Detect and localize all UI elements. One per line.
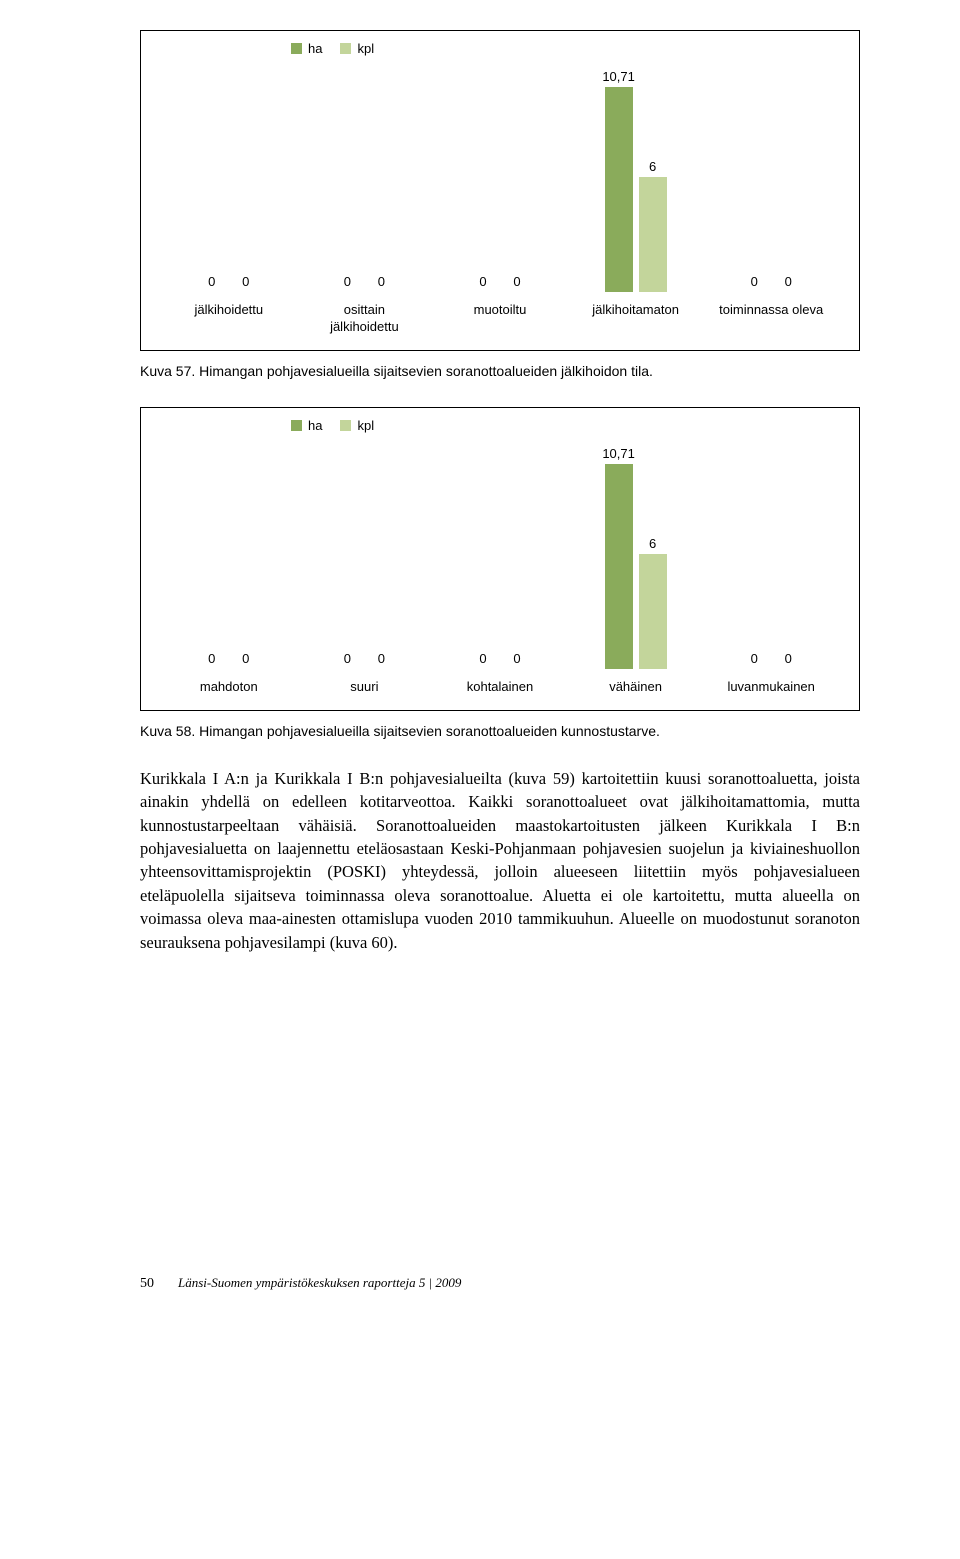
chart-2-bar-ha-value: 0 — [208, 651, 215, 666]
chart-2-plot: 00000010,71600 — [161, 439, 839, 669]
chart-2-bar-kpl-value: 0 — [378, 651, 385, 666]
chart-1-bar-kpl-value: 0 — [785, 274, 792, 289]
chart-1-bar-group: 10,716 — [605, 87, 667, 292]
page-number: 50 — [140, 1276, 154, 1292]
chart-2-bar-kpl-value: 0 — [785, 651, 792, 666]
chart-2-bar-kpl: 6 — [639, 554, 667, 669]
chart-2-bar-group: 10,716 — [605, 464, 667, 669]
chart-1-bar-kpl: 6 — [639, 177, 667, 292]
chart-1-bar-ha-value: 0 — [208, 274, 215, 289]
chart-2-bar-ha-value: 0 — [751, 651, 758, 666]
chart-1-legend-swatch — [291, 43, 302, 54]
chart-1-bar-kpl-value: 0 — [242, 274, 249, 289]
footer-text: Länsi-Suomen ympäristökeskuksen raportte… — [178, 1275, 461, 1290]
chart-2-x-label: mahdoton — [161, 679, 297, 696]
chart-1-bar-ha-value: 10,71 — [602, 69, 635, 84]
chart-1-x-label: jälkihoitamaton — [568, 302, 704, 336]
chart-1-plot: 00000010,71600 — [161, 62, 839, 292]
chart-1-caption: Kuva 57. Himangan pohjavesialueilla sija… — [140, 363, 860, 379]
chart-2-x-label: vähäinen — [568, 679, 704, 696]
chart-2-bar-ha: 10,71 — [605, 464, 633, 669]
chart-1-legend-item: ha — [291, 41, 322, 56]
chart-2-legend: ha kpl — [291, 418, 839, 433]
chart-1-bar-ha-value: 0 — [344, 274, 351, 289]
chart-2-legend-item: kpl — [340, 418, 374, 433]
chart-1-bar-kpl-value: 0 — [513, 274, 520, 289]
chart-1-legend: ha kpl — [291, 41, 839, 56]
chart-1: hakpl 00000010,71600 jälkihoidettuositta… — [140, 30, 860, 351]
chart-2-bar-kpl-value: 0 — [242, 651, 249, 666]
chart-1-bar-kpl-value: 0 — [378, 274, 385, 289]
chart-1-bar-ha: 10,71 — [605, 87, 633, 292]
chart-1-bar-kpl-value: 6 — [649, 159, 656, 174]
page: hakpl 00000010,71600 jälkihoidettuositta… — [0, 0, 960, 1322]
chart-1-legend-swatch — [340, 43, 351, 54]
chart-1-bar-ha-value: 0 — [479, 274, 486, 289]
chart-2-legend-swatch — [291, 420, 302, 431]
chart-1-legend-item: kpl — [340, 41, 374, 56]
chart-2-x-label: kohtalainen — [432, 679, 568, 696]
chart-2-legend-label: kpl — [357, 418, 374, 433]
chart-2-x-label: luvanmukainen — [703, 679, 839, 696]
chart-2-legend-item: ha — [291, 418, 322, 433]
chart-1-x-label: toiminnassa oleva — [703, 302, 839, 336]
chart-1-x-label: muotoiltu — [432, 302, 568, 336]
chart-1-x-label: osittainjälkihoidettu — [297, 302, 433, 336]
chart-2: hakpl 00000010,71600 mahdotonsuurikohtal… — [140, 407, 860, 711]
chart-2-bar-kpl-value: 6 — [649, 536, 656, 551]
chart-1-legend-label: ha — [308, 41, 322, 56]
chart-1-x-label: jälkihoidettu — [161, 302, 297, 336]
chart-1-bar-ha-value: 0 — [751, 274, 758, 289]
chart-2-bar-ha-value: 10,71 — [602, 446, 635, 461]
chart-2-caption: Kuva 58. Himangan pohjavesialueilla sija… — [140, 723, 860, 739]
chart-2-bar-kpl-value: 0 — [513, 651, 520, 666]
chart-2-x-axis: mahdotonsuurikohtalainenvähäinenluvanmuk… — [161, 679, 839, 696]
chart-2-legend-swatch — [340, 420, 351, 431]
chart-2-x-label: suuri — [297, 679, 433, 696]
chart-2-bar-ha-value: 0 — [479, 651, 486, 666]
chart-2-bar-ha-value: 0 — [344, 651, 351, 666]
chart-1-legend-label: kpl — [357, 41, 374, 56]
chart-1-x-axis: jälkihoidettuosittainjälkihoidettumuotoi… — [161, 302, 839, 336]
body-paragraph: Kurikkala I A:n ja Kurikkala I B:n pohja… — [140, 767, 860, 954]
chart-2-legend-label: ha — [308, 418, 322, 433]
page-footer: 50 Länsi-Suomen ympäristökeskuksen rapor… — [140, 1274, 860, 1292]
